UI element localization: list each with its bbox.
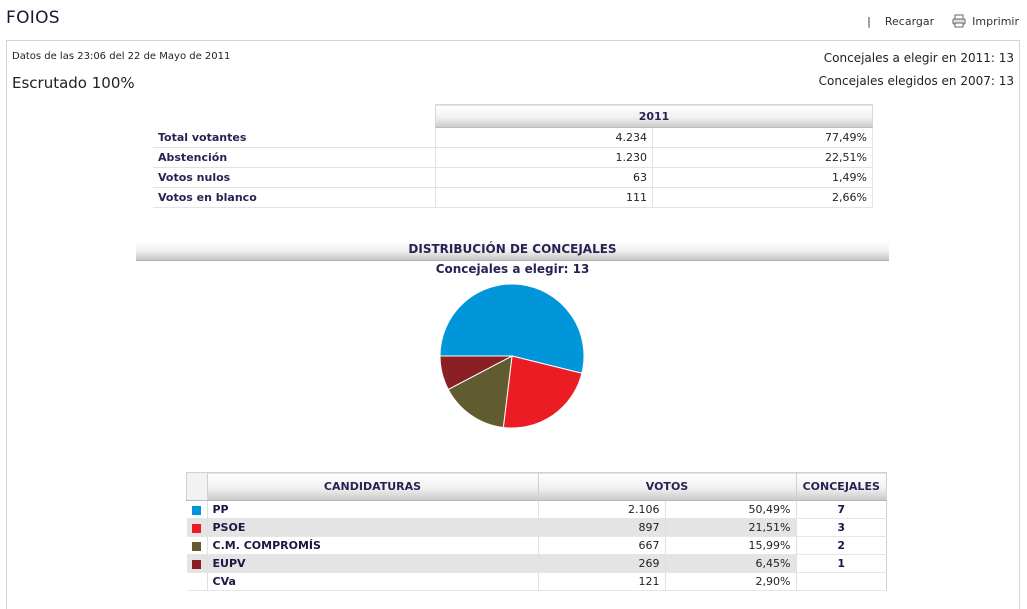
party-color-swatch	[186, 518, 208, 537]
candidaturas-header: CANDIDATURAS	[206, 472, 539, 501]
toolbar-separator: |	[867, 14, 871, 28]
summary-pct: 2,66%	[652, 187, 873, 208]
concejales-2011: Concejales a elegir en 2011: 13	[823, 51, 1014, 65]
summary-year-header: 2011	[435, 104, 873, 128]
table-row: PP 2.106 50,49% 7	[186, 500, 887, 519]
distribution-header: DISTRIBUCIÓN DE CONCEJALES	[136, 240, 889, 261]
summary-label: Abstención	[153, 147, 436, 168]
print-button[interactable]: Imprimir	[972, 14, 1019, 28]
swatch-pp	[191, 505, 201, 515]
swatch-compromis	[191, 541, 201, 551]
summary-row: Total votantes 4.234 77,49%	[153, 127, 873, 148]
party-color-swatch	[186, 554, 208, 573]
party-name: EUPV	[207, 554, 539, 573]
summary-label: Total votantes	[153, 127, 436, 148]
page-title: FOIOS	[6, 8, 60, 28]
pie-slice-pp	[439, 283, 585, 374]
party-votes: 121	[538, 572, 666, 591]
summary-pct: 1,49%	[652, 167, 873, 188]
summary-label: Votos nulos	[153, 167, 436, 188]
distribution-subtitle: Concejales a elegir: 13	[435, 262, 590, 276]
summary-row: Abstención 1.230 22,51%	[153, 147, 873, 168]
results-table: CANDIDATURAS VOTOS CONCEJALES PP 2.106 5…	[186, 472, 887, 591]
summary-table: 2011 Total votantes 4.234 77,49% Abstenc…	[153, 104, 873, 208]
pie-slice-eupv	[439, 355, 513, 391]
swatch-eupv	[191, 559, 201, 569]
concejales-header: CONCEJALES	[795, 472, 887, 501]
table-row: CVa 121 2,90%	[186, 572, 887, 591]
party-votes: 2.106	[538, 500, 666, 519]
party-pct: 2,90%	[665, 572, 797, 591]
summary-label: Votos en blanco	[153, 187, 436, 208]
party-seats: 1	[796, 554, 887, 573]
summary-count: 1.230	[435, 147, 653, 168]
party-seats: 7	[796, 500, 887, 519]
party-votes: 269	[538, 554, 666, 573]
seats-pie-chart	[439, 283, 585, 429]
summary-count: 63	[435, 167, 653, 188]
party-pct: 50,49%	[665, 500, 797, 519]
swatch-psoe	[191, 523, 201, 533]
concejales-2007: Concejales elegidos en 2007: 13	[818, 74, 1014, 88]
party-name: C.M. COMPROMÍS	[207, 536, 539, 555]
party-name: PP	[207, 500, 539, 519]
party-pct: 6,45%	[665, 554, 797, 573]
summary-row: Votos nulos 63 1,49%	[153, 167, 873, 188]
printer-icon[interactable]	[952, 14, 966, 28]
party-pct: 21,51%	[665, 518, 797, 537]
party-votes: 897	[538, 518, 666, 537]
party-color-swatch	[186, 536, 208, 555]
party-color-swatch	[186, 500, 208, 519]
table-row: PSOE 897 21,51% 3	[186, 518, 887, 537]
data-timestamp: Datos de las 23:06 del 22 de Mayo de 201…	[12, 51, 231, 62]
summary-pct: 22,51%	[652, 147, 873, 168]
summary-row: Votos en blanco 111 2,66%	[153, 187, 873, 208]
party-seats: 2	[796, 536, 887, 555]
votos-header: VOTOS	[537, 472, 797, 501]
escrutado-status: Escrutado 100%	[12, 74, 135, 92]
party-color-swatch	[186, 572, 208, 591]
reload-button[interactable]: Recargar	[884, 14, 935, 28]
summary-count: 111	[435, 187, 653, 208]
pie-slice-psoe	[502, 355, 583, 429]
summary-header-blank	[153, 105, 436, 128]
party-name: PSOE	[207, 518, 539, 537]
party-seats	[796, 572, 887, 591]
results-header-blank	[186, 472, 208, 501]
content-frame	[6, 40, 1020, 609]
table-row: C.M. COMPROMÍS 667 15,99% 2	[186, 536, 887, 555]
party-seats: 3	[796, 518, 887, 537]
party-votes: 667	[538, 536, 666, 555]
table-row: EUPV 269 6,45% 1	[186, 554, 887, 573]
toolbar: | Recargar Imprimir	[867, 14, 1019, 28]
summary-pct: 77,49%	[652, 127, 873, 148]
pie-slice-c-m-comprom-s	[447, 355, 513, 429]
summary-count: 4.234	[435, 127, 653, 148]
party-name: CVa	[207, 572, 539, 591]
party-pct: 15,99%	[665, 536, 797, 555]
